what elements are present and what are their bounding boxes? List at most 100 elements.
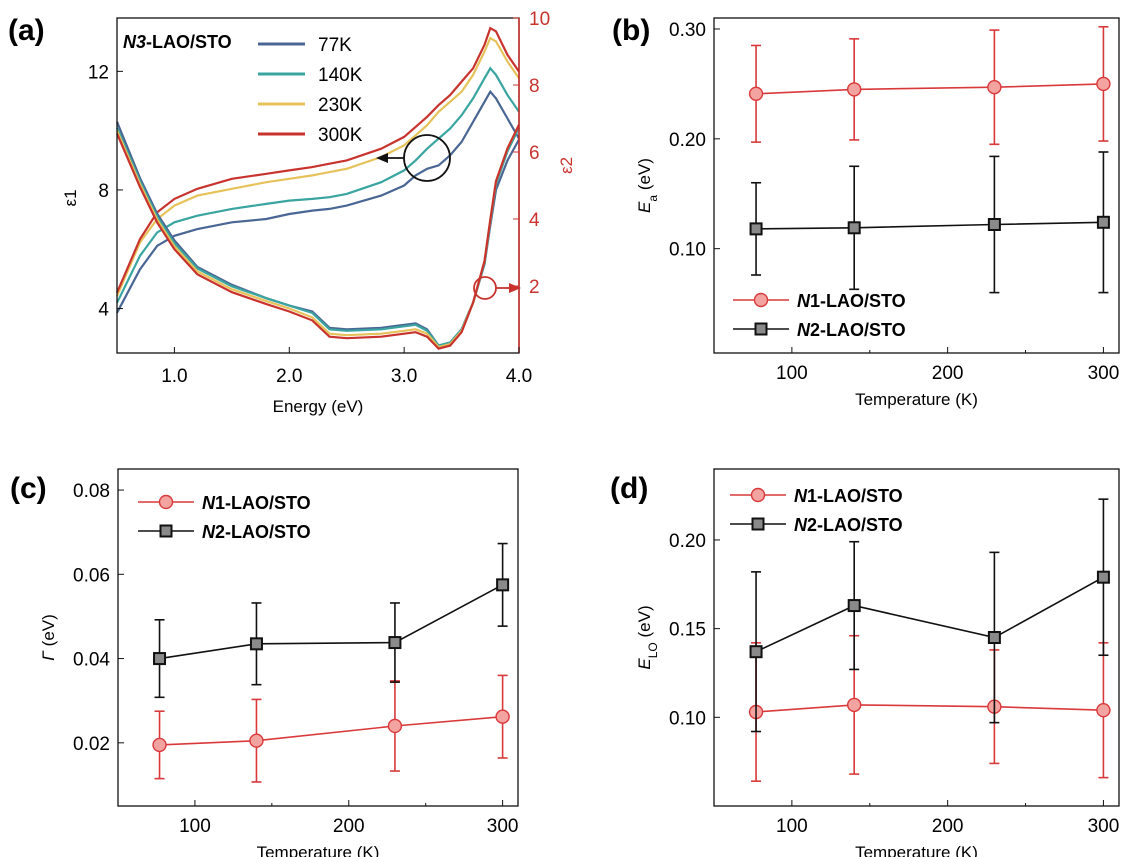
chart-b: 100 200 300 0.10 0.20 0.30 Temperature (K) Ea (…	[635, 17, 1120, 409]
sample-title-italic: N3	[123, 32, 146, 52]
chart-d: 100 200 300 0.10 0.15 0.20 Temperature (K) ELO …	[635, 468, 1120, 857]
annotation-arrowhead-eps2	[509, 283, 521, 293]
series-line-b-0	[756, 83, 1104, 95]
y-tick-label-c: 0.02	[73, 734, 110, 755]
panel-c-label: (c)	[10, 472, 47, 505]
legend-label-230K: 230K	[318, 95, 363, 116]
plot-frame-d	[713, 468, 1120, 807]
legend-label-140K: 140K	[318, 65, 363, 86]
x-tick-label-b: 200	[932, 363, 964, 384]
x-axis-label-a: Energy (eV)	[273, 397, 364, 416]
x-tick-label-d: 300	[1088, 816, 1120, 837]
y2-tick-label-a: 10	[529, 9, 550, 30]
legend-label-b-1: N2-LAO/STO	[797, 320, 906, 340]
data-point-c	[152, 737, 167, 753]
legend-marker-c-0	[158, 494, 174, 510]
legend-label-rest: 1-LAO/STO	[215, 493, 311, 513]
legend-label-rest: 1-LAO/STO	[810, 291, 906, 311]
y-tick-label-b: 0.10	[669, 240, 706, 261]
x-axis-label-b: Temperature (K)	[855, 390, 978, 409]
series-line-d-1	[755, 576, 1104, 653]
data-point-b	[749, 222, 763, 236]
legend-label-d-0: N1-LAO/STO	[794, 486, 903, 506]
y-axis-label-c: Γ (eV)	[39, 614, 58, 661]
y-tick-label-c: 0.04	[73, 650, 110, 671]
data-point-d	[847, 599, 861, 613]
y-tick-label-d: 0.20	[669, 531, 706, 552]
legend-label-c-0: N1-LAO/STO	[202, 493, 311, 513]
x-tick-label-a: 3.0	[391, 366, 417, 387]
data-point-c	[387, 718, 403, 734]
curve-eps1-300K	[115, 124, 520, 350]
data-point-c	[496, 578, 510, 592]
annotation-arrowhead-eps1	[376, 153, 388, 163]
data-point-c	[388, 636, 402, 650]
annotation-circle-eps1	[403, 134, 451, 182]
data-point-b	[846, 82, 862, 97]
legend-label-rest: 2-LAO/STO	[807, 515, 903, 535]
legend-marker-d-0	[750, 487, 766, 503]
x-axis-label-d: Temperature (K)	[855, 843, 978, 857]
data-point-b	[1096, 215, 1110, 229]
panel-b-label: (b)	[612, 14, 650, 47]
y-tick-label-a: 8	[98, 181, 109, 202]
x-tick-label-c: 300	[487, 816, 519, 837]
plot-frame-b	[713, 17, 1120, 354]
y-tick-label-a: 4	[98, 300, 109, 321]
panel-a-label: (a)	[8, 14, 45, 47]
series-line-c-0	[159, 715, 503, 746]
y-axis-label-a: ε1	[61, 189, 80, 206]
curve-eps2-77K	[116, 89, 520, 314]
y-axis-label-symbol: E	[635, 201, 654, 213]
x-tick-label-a: 4.0	[506, 366, 532, 387]
legend-label-italic: N	[794, 515, 808, 535]
y-axis-label-unit: (eV)	[39, 614, 58, 651]
data-point-d	[749, 645, 763, 659]
legend-label-d-1: N2-LAO/STO	[794, 515, 903, 535]
y2-tick-label-a: 4	[529, 210, 540, 231]
x-tick-label-a: 1.0	[161, 366, 187, 387]
panel-d-label: (d)	[610, 472, 648, 505]
y-axis-label-subscript: a	[646, 195, 660, 202]
legend-label-italic: N	[797, 320, 811, 340]
x-tick-label-b: 300	[1088, 363, 1120, 384]
data-point-c	[249, 637, 263, 651]
y-tick-label-d: 0.10	[669, 708, 706, 729]
y-tick-label-c: 0.08	[73, 481, 110, 502]
y-tick-label-d: 0.15	[669, 620, 706, 641]
legend-label-rest: 1-LAO/STO	[807, 486, 903, 506]
y-tick-label-b: 0.20	[669, 130, 706, 151]
legend-label-italic: N	[794, 486, 808, 506]
data-point-c	[153, 652, 167, 666]
curve-eps2-300K	[115, 26, 520, 294]
legend-marker-c-1	[159, 524, 173, 538]
data-point-b	[987, 79, 1002, 95]
plot-frame-c	[117, 468, 519, 807]
y-axis-label-d: ELO (eV)	[635, 605, 660, 669]
y-tick-label-a: 12	[88, 62, 109, 83]
y-axis-label-symbol: E	[635, 658, 654, 670]
data-point-c	[495, 709, 510, 724]
legend-label-77K: 77K	[318, 35, 352, 56]
sample-title-a: N3-LAO/STO	[123, 32, 232, 52]
y-axis-label-symbol: Γ	[39, 650, 58, 661]
curve-eps1-140K	[115, 127, 520, 347]
legend-label-italic: N	[797, 291, 811, 311]
data-point-d	[846, 697, 862, 713]
legend-label-rest: 2-LAO/STO	[215, 522, 311, 542]
data-point-b	[847, 221, 861, 235]
legend-label-italic: N	[202, 522, 216, 542]
y-axis-label-unit: (eV)	[635, 605, 654, 642]
chart-a: 1.0 2.0 3.0 4.0 4 8 12 2 4 6 8 10 Energy (eV) ε1 ε2 N3-…	[61, 9, 576, 416]
y-axis-label-unit: (eV)	[635, 158, 654, 195]
data-point-c	[249, 733, 264, 748]
y-axis-label-subscript: LO	[646, 642, 660, 658]
series-line-d-0	[756, 704, 1104, 713]
legend-label-300K: 300K	[318, 125, 363, 146]
legend-label-italic: N	[202, 493, 216, 513]
x-axis-label-c: Temperature (K)	[257, 843, 380, 857]
legend-marker-b-0	[753, 292, 769, 308]
legend-label-c-1: N2-LAO/STO	[202, 522, 311, 542]
x-tick-label-c: 200	[333, 816, 365, 837]
